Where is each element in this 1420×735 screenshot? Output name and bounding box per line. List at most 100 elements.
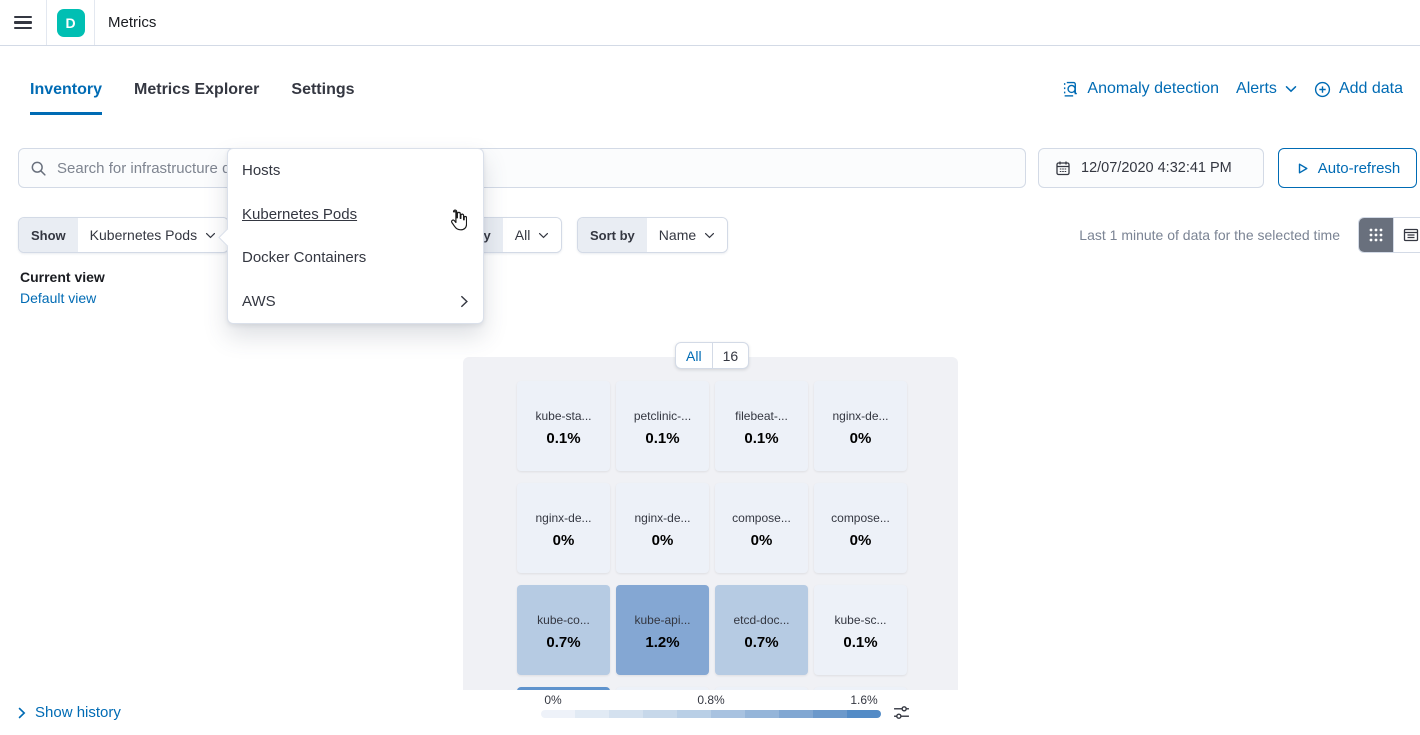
waffle-tile[interactable]: kube-co... 0.7%	[517, 585, 610, 675]
date-picker-button[interactable]: 12/07/2020 4:32:41 PM	[1038, 148, 1264, 188]
space-initial: D	[56, 8, 85, 37]
pod-name: nginx-de...	[634, 511, 691, 525]
menu-item-aws[interactable]: AWS	[228, 280, 483, 324]
chevron-down-icon	[705, 232, 715, 238]
menu-item-label: Hosts	[242, 162, 281, 180]
waffle-tile[interactable]: nginx-de... 0%	[616, 483, 709, 573]
menu-item-label: Docker Containers	[242, 249, 367, 267]
sort-by-value: Name	[658, 227, 697, 243]
sort-by-select[interactable]: Name	[646, 218, 728, 252]
legend-settings-button[interactable]	[893, 704, 910, 721]
view-toggle-group	[1358, 217, 1420, 253]
legend-gradient	[541, 710, 881, 718]
waffle-tile[interactable]: kube-sc... 0.1%	[814, 585, 907, 675]
pod-name: nginx-de...	[535, 511, 592, 525]
group-by-value: All	[514, 227, 531, 243]
hamburger-icon	[14, 15, 32, 30]
pod-name: compose...	[831, 511, 890, 525]
date-picker-value: 12/07/2020 4:32:41 PM	[1081, 160, 1232, 176]
tab-inventory[interactable]: Inventory	[30, 81, 103, 115]
breadcrumb: Metrics	[108, 14, 157, 31]
search-bar	[18, 148, 1026, 188]
pod-name: etcd-doc...	[733, 613, 790, 627]
legend-tick: 0%	[544, 693, 562, 707]
waffle-tile[interactable]: kube-api... 1.2%	[616, 585, 709, 675]
menu-item-hosts[interactable]: Hosts	[228, 149, 483, 193]
waffle-tile[interactable]: filebeat-... 0.1%	[715, 381, 808, 471]
show-value: Kubernetes Pods	[89, 227, 198, 243]
group-badge-all[interactable]: All	[686, 347, 702, 364]
pod-metric-value: 0%	[651, 532, 674, 549]
pod-metric-value: 0.7%	[744, 634, 779, 651]
pod-metric-value: 0.1%	[744, 430, 779, 447]
pod-metric-value: 0%	[849, 430, 872, 447]
auto-refresh-button[interactable]: Auto-refresh	[1278, 148, 1417, 188]
group-badge: All 16	[675, 342, 750, 369]
pod-metric-value: 0.1%	[843, 634, 878, 651]
pod-metric-value: 0%	[552, 532, 575, 549]
tab-settings[interactable]: Settings	[291, 81, 355, 98]
legend-tick: 0.8%	[697, 693, 725, 707]
show-history-toggle[interactable]: Show history	[18, 690, 121, 735]
show-select[interactable]: Kubernetes Pods	[77, 218, 229, 252]
pod-name: filebeat-...	[735, 409, 788, 423]
nav-menu-button[interactable]	[0, 0, 47, 45]
auto-refresh-label: Auto-refresh	[1317, 159, 1401, 177]
pod-name: kube-sc...	[834, 613, 887, 627]
app-header: D Metrics	[0, 0, 1420, 46]
waffle-tile[interactable]: nginx-de... 0%	[814, 381, 907, 471]
show-options-popover: Hosts Kubernetes Pods Docker Containers …	[218, 148, 484, 324]
pod-metric-value: 0.7%	[546, 634, 581, 651]
plus-circle-icon	[1314, 81, 1331, 98]
anomaly-detection-link[interactable]: Anomaly detection	[1062, 80, 1219, 98]
waffle-tile[interactable]: nginx-de... 0%	[517, 483, 610, 573]
space-avatar[interactable]: D	[47, 0, 95, 45]
map-view-button[interactable]	[1359, 218, 1393, 252]
pod-name: compose...	[732, 511, 791, 525]
waffle-tile[interactable]: etcd-doc... 0.7%	[715, 585, 808, 675]
menu-item-docker-containers[interactable]: Docker Containers	[228, 236, 483, 280]
legend-tick: 1.6%	[850, 693, 878, 707]
play-icon	[1298, 163, 1308, 173]
default-view-link[interactable]: Default view	[20, 290, 97, 306]
search-icon	[31, 161, 46, 176]
chevron-down-icon	[206, 232, 216, 238]
pod-metric-value: 0%	[750, 532, 773, 549]
pod-name: kube-sta...	[535, 409, 592, 423]
pod-name: kube-api...	[634, 613, 691, 627]
waffle-tile[interactable]: kube-sta... 0.1%	[517, 381, 610, 471]
chevron-down-icon	[1285, 85, 1297, 93]
pod-metric-value: 1.2%	[645, 634, 680, 651]
alerts-menu-button[interactable]: Alerts	[1236, 80, 1297, 98]
add-data-link[interactable]: Add data	[1314, 80, 1403, 98]
waffle-tile[interactable]: compose... 0%	[715, 483, 808, 573]
tab-bar: Inventory Metrics Explorer Settings	[30, 81, 355, 115]
calendar-icon	[1056, 161, 1070, 176]
show-label: Show	[19, 218, 78, 252]
sort-by-control: Sort by Name	[577, 217, 729, 253]
search-input[interactable]	[57, 149, 1025, 187]
table-icon	[1403, 228, 1418, 242]
table-view-button[interactable]	[1393, 218, 1420, 252]
add-data-label: Add data	[1338, 80, 1403, 97]
anomaly-detection-icon	[1062, 81, 1079, 98]
waffle-tile[interactable]: petclinic-... 0.1%	[616, 381, 709, 471]
group-by-select[interactable]: All	[502, 218, 562, 252]
menu-item-label: Kubernetes Pods	[242, 205, 358, 223]
menu-item-label: AWS	[242, 292, 276, 310]
time-range-note: Last 1 minute of data for the selected t…	[1079, 227, 1340, 243]
current-view-heading: Current view	[20, 269, 105, 285]
pod-metric-value: 0.1%	[645, 430, 680, 447]
alerts-label: Alerts	[1236, 80, 1277, 97]
show-history-label: Show history	[35, 704, 121, 721]
pod-metric-value: 0%	[849, 532, 872, 549]
sort-by-label: Sort by	[578, 218, 647, 252]
pod-name: nginx-de...	[832, 409, 889, 423]
controls-icon	[894, 706, 909, 719]
tab-metrics-explorer[interactable]: Metrics Explorer	[134, 81, 260, 98]
menu-item-kubernetes-pods[interactable]: Kubernetes Pods	[228, 193, 483, 237]
header-actions: Anomaly detection Alerts Add data	[1062, 80, 1403, 98]
waffle-tile[interactable]: compose... 0%	[814, 483, 907, 573]
pod-metric-value: 0.1%	[546, 430, 581, 447]
